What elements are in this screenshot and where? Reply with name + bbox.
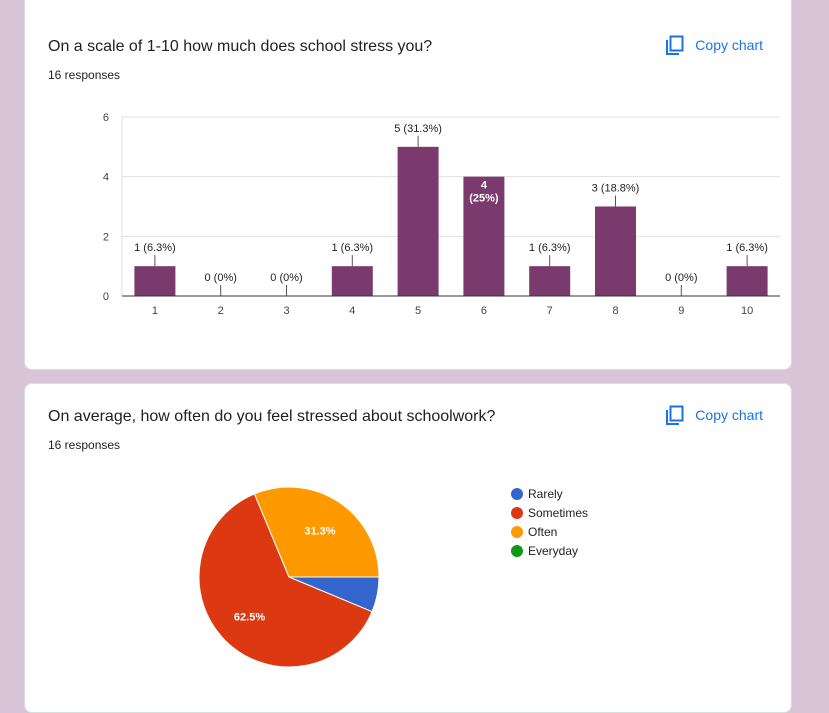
legend-label: Rarely (528, 486, 563, 501)
copy-icon (666, 35, 684, 55)
x-tick-label: 4 (349, 305, 355, 317)
x-tick-label: 7 (547, 305, 553, 317)
question-title: On average, how often do you feel stress… (48, 408, 496, 425)
pie-legend: Rarely Sometimes Often Everyday (511, 484, 588, 560)
bar (529, 266, 571, 296)
pie-slice-sometimes (198, 493, 373, 668)
pie-chart: 62.5% 31.3% (198, 486, 380, 668)
y-tick-label: 0 (103, 291, 109, 303)
legend-item: Rarely (511, 484, 588, 503)
legend-swatch (511, 487, 523, 500)
data-label: 1 (6.3%) (332, 242, 374, 254)
legend-swatch (511, 506, 523, 519)
bar (397, 146, 439, 296)
x-tick-label: 3 (283, 305, 289, 317)
response-count: 16 responses (48, 68, 121, 82)
legend-label: Sometimes (528, 505, 589, 520)
pie-slice-often (253, 486, 380, 578)
legend-item: Sometimes (511, 503, 588, 522)
bar (134, 266, 176, 296)
y-tick-label: 4 (103, 172, 109, 184)
data-label: 1 (6.3%) (529, 242, 571, 254)
bar (726, 266, 768, 296)
x-tick-label: 6 (481, 305, 487, 317)
x-tick-label: 10 (741, 305, 753, 317)
data-label: 0 (0%) (665, 272, 697, 284)
bar (595, 206, 636, 296)
legend-item: Everyday (511, 541, 588, 560)
data-label: 3 (18.8%) (592, 183, 640, 195)
data-label: 1 (6.3%) (134, 242, 176, 254)
x-tick-label: 5 (415, 305, 421, 317)
question-card-stress-scale: On a scale of 1-10 how much does school … (24, 0, 792, 370)
data-label: 5 (31.3%) (394, 123, 442, 135)
pie-slice-label: 62.5% (234, 611, 265, 623)
legend-swatch (511, 525, 523, 538)
x-tick-label: 1 (152, 305, 158, 317)
legend-label: Often (528, 524, 558, 539)
question-card-stress-frequency: On average, how often do you feel stress… (24, 383, 792, 713)
x-tick-label: 8 (612, 305, 618, 317)
data-label: 1 (6.3%) (726, 242, 768, 254)
data-label: (25%) (469, 193, 499, 205)
copy-icon (666, 405, 684, 425)
copy-chart-label: Copy chart (695, 407, 763, 423)
response-count: 16 responses (48, 438, 121, 452)
x-tick-label: 2 (218, 305, 224, 317)
pie-slice-label: 31.3% (304, 526, 335, 538)
copy-chart-label: Copy chart (695, 37, 763, 53)
legend-swatch (511, 544, 523, 557)
copy-chart-button[interactable]: Copy chart (665, 405, 763, 425)
data-label: 0 (0%) (270, 272, 302, 284)
x-tick-label: 9 (678, 305, 684, 317)
bar (331, 266, 373, 296)
bar (463, 176, 505, 296)
data-label: 4 (481, 180, 488, 192)
y-tick-label: 2 (103, 231, 109, 243)
copy-chart-button[interactable]: Copy chart (665, 35, 763, 55)
legend-label: Everyday (528, 543, 579, 558)
legend-item: Often (511, 522, 588, 541)
data-label: 0 (0%) (204, 272, 236, 284)
y-tick-label: 6 (103, 112, 109, 124)
bar-chart: 0 2 4 6 1 1 (6.3%) 2 0 (0%) 3 0 (0%) 4 1 (6.3%) 5 5 (… (103, 112, 780, 317)
question-title: On a scale of 1-10 how much does school … (48, 38, 433, 55)
